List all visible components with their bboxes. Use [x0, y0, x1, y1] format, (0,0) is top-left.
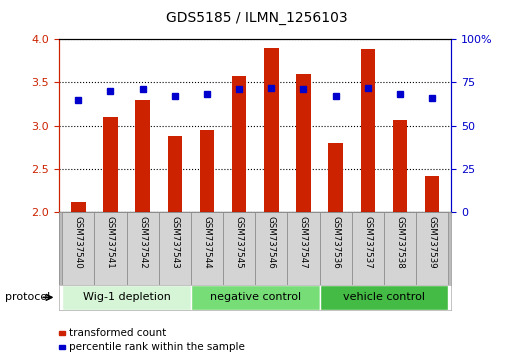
- Bar: [255, 212, 287, 285]
- Bar: [94, 212, 127, 285]
- Bar: [62, 212, 94, 285]
- Bar: [328, 143, 343, 212]
- Bar: [200, 130, 214, 212]
- Bar: [361, 49, 375, 212]
- Bar: [127, 212, 159, 285]
- Bar: [393, 120, 407, 212]
- Bar: [425, 176, 439, 212]
- Bar: [168, 136, 182, 212]
- Bar: [320, 212, 352, 285]
- Text: GSM737538: GSM737538: [396, 216, 404, 269]
- Text: GSM737536: GSM737536: [331, 216, 340, 269]
- Text: GSM737545: GSM737545: [234, 216, 244, 269]
- Bar: [320, 285, 448, 310]
- Text: GSM737544: GSM737544: [203, 216, 211, 269]
- Text: percentile rank within the sample: percentile rank within the sample: [69, 342, 245, 352]
- Bar: [352, 212, 384, 285]
- Text: GSM737539: GSM737539: [428, 216, 437, 269]
- Bar: [232, 76, 246, 212]
- Text: GSM737543: GSM737543: [170, 216, 180, 269]
- Text: GSM737540: GSM737540: [74, 216, 83, 269]
- Bar: [135, 100, 150, 212]
- Text: GSM737537: GSM737537: [363, 216, 372, 269]
- Bar: [264, 47, 279, 212]
- Bar: [384, 212, 416, 285]
- Text: GSM737542: GSM737542: [138, 216, 147, 269]
- Bar: [416, 212, 448, 285]
- Text: GSM737541: GSM737541: [106, 216, 115, 269]
- Text: GDS5185 / ILMN_1256103: GDS5185 / ILMN_1256103: [166, 11, 347, 25]
- Bar: [159, 212, 191, 285]
- Bar: [71, 202, 86, 212]
- Text: GSM737547: GSM737547: [299, 216, 308, 269]
- Bar: [191, 212, 223, 285]
- Text: protocol: protocol: [5, 292, 50, 302]
- Bar: [191, 285, 320, 310]
- Bar: [62, 285, 191, 310]
- Bar: [223, 212, 255, 285]
- Text: vehicle control: vehicle control: [343, 292, 425, 302]
- Text: Wig-1 depletion: Wig-1 depletion: [83, 292, 170, 302]
- Bar: [287, 212, 320, 285]
- Bar: [103, 117, 117, 212]
- Text: GSM737546: GSM737546: [267, 216, 276, 269]
- Bar: [296, 74, 311, 212]
- Text: negative control: negative control: [210, 292, 301, 302]
- Text: transformed count: transformed count: [69, 328, 167, 338]
